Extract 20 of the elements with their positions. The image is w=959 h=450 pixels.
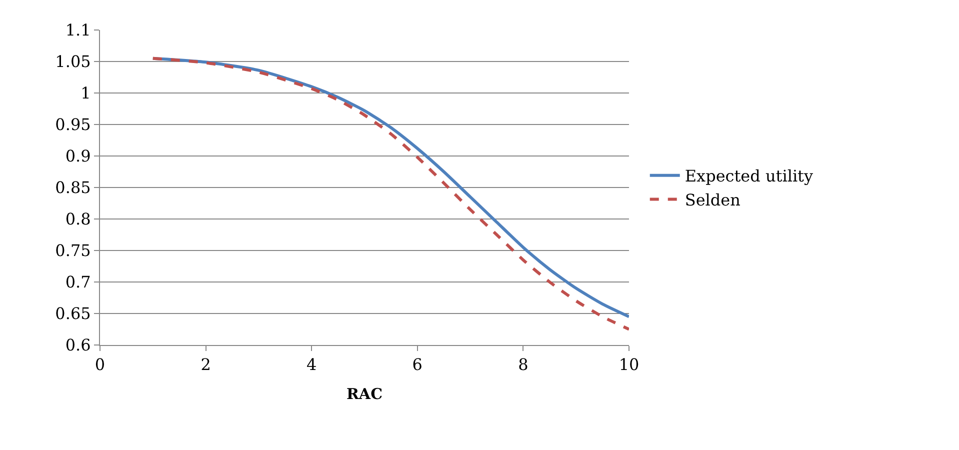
x-tick-label: 2 [200, 355, 211, 374]
y-tick-label: 0.9 [65, 146, 91, 166]
y-tick-label: 0.65 [55, 304, 91, 324]
y-tick-label: 0.95 [55, 115, 91, 134]
x-tick-label: 4 [306, 355, 317, 374]
y-tick-label: 0.6 [65, 336, 91, 355]
x-tick-label: 8 [518, 355, 528, 374]
legend-label: Selden [684, 190, 740, 210]
y-tick-label: 0.7 [65, 272, 91, 292]
x-tick-label: 10 [618, 355, 640, 374]
x-tick-label: 6 [412, 355, 422, 374]
y-tick-label: 0.8 [65, 210, 91, 229]
y-tick-label: 1.05 [55, 52, 91, 72]
y-tick-label: 1 [80, 84, 91, 103]
x-tick-label: 0 [94, 355, 106, 374]
y-tick-label: 1.1 [65, 20, 91, 40]
x-axis-title: RAC [346, 385, 383, 404]
y-tick-label: 0.75 [55, 241, 91, 260]
legend-label: Expected utility [684, 166, 814, 186]
y-tick-label: 0.85 [55, 178, 91, 198]
